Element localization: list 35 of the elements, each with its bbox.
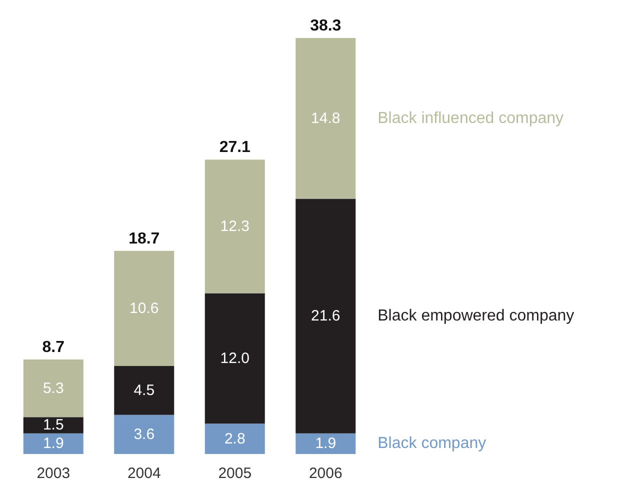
data-label: 1.9 xyxy=(315,435,336,452)
total-label: 38.3 xyxy=(310,18,342,34)
data-label: 4.5 xyxy=(134,382,155,399)
x-tick-label: 2006 xyxy=(308,465,342,482)
series-label: Black influenced company xyxy=(378,110,564,127)
series-label: Black empowered company xyxy=(378,308,574,325)
total-label: 27.1 xyxy=(219,139,251,156)
data-label: 1.9 xyxy=(42,435,64,452)
total-label: 8.7 xyxy=(42,339,65,356)
data-label: 1.5 xyxy=(42,416,64,434)
series-label: Black company xyxy=(378,435,486,452)
data-label: 12.3 xyxy=(220,218,250,235)
bar xyxy=(204,293,265,424)
data-label: 5.3 xyxy=(42,380,64,397)
bar xyxy=(204,160,265,294)
x-tick-label: 2003 xyxy=(36,465,70,482)
bar xyxy=(114,366,174,415)
bar xyxy=(296,433,356,454)
bar xyxy=(23,360,84,418)
data-label: 2.8 xyxy=(224,430,246,448)
data-label: 14.8 xyxy=(311,110,340,127)
data-label: 3.6 xyxy=(134,426,155,443)
bar xyxy=(114,414,174,454)
data-label: 12.0 xyxy=(220,350,250,367)
bar xyxy=(296,198,356,434)
data-label: 10.6 xyxy=(130,300,159,317)
data-label: 21.6 xyxy=(311,308,340,325)
bar xyxy=(204,424,265,454)
x-tick-label: 2005 xyxy=(218,465,252,482)
bar xyxy=(296,38,356,199)
bar xyxy=(23,433,84,454)
x-tick-label: 2004 xyxy=(127,465,161,482)
bar xyxy=(114,250,174,366)
total-label: 18.7 xyxy=(128,230,160,248)
bar xyxy=(23,417,84,434)
